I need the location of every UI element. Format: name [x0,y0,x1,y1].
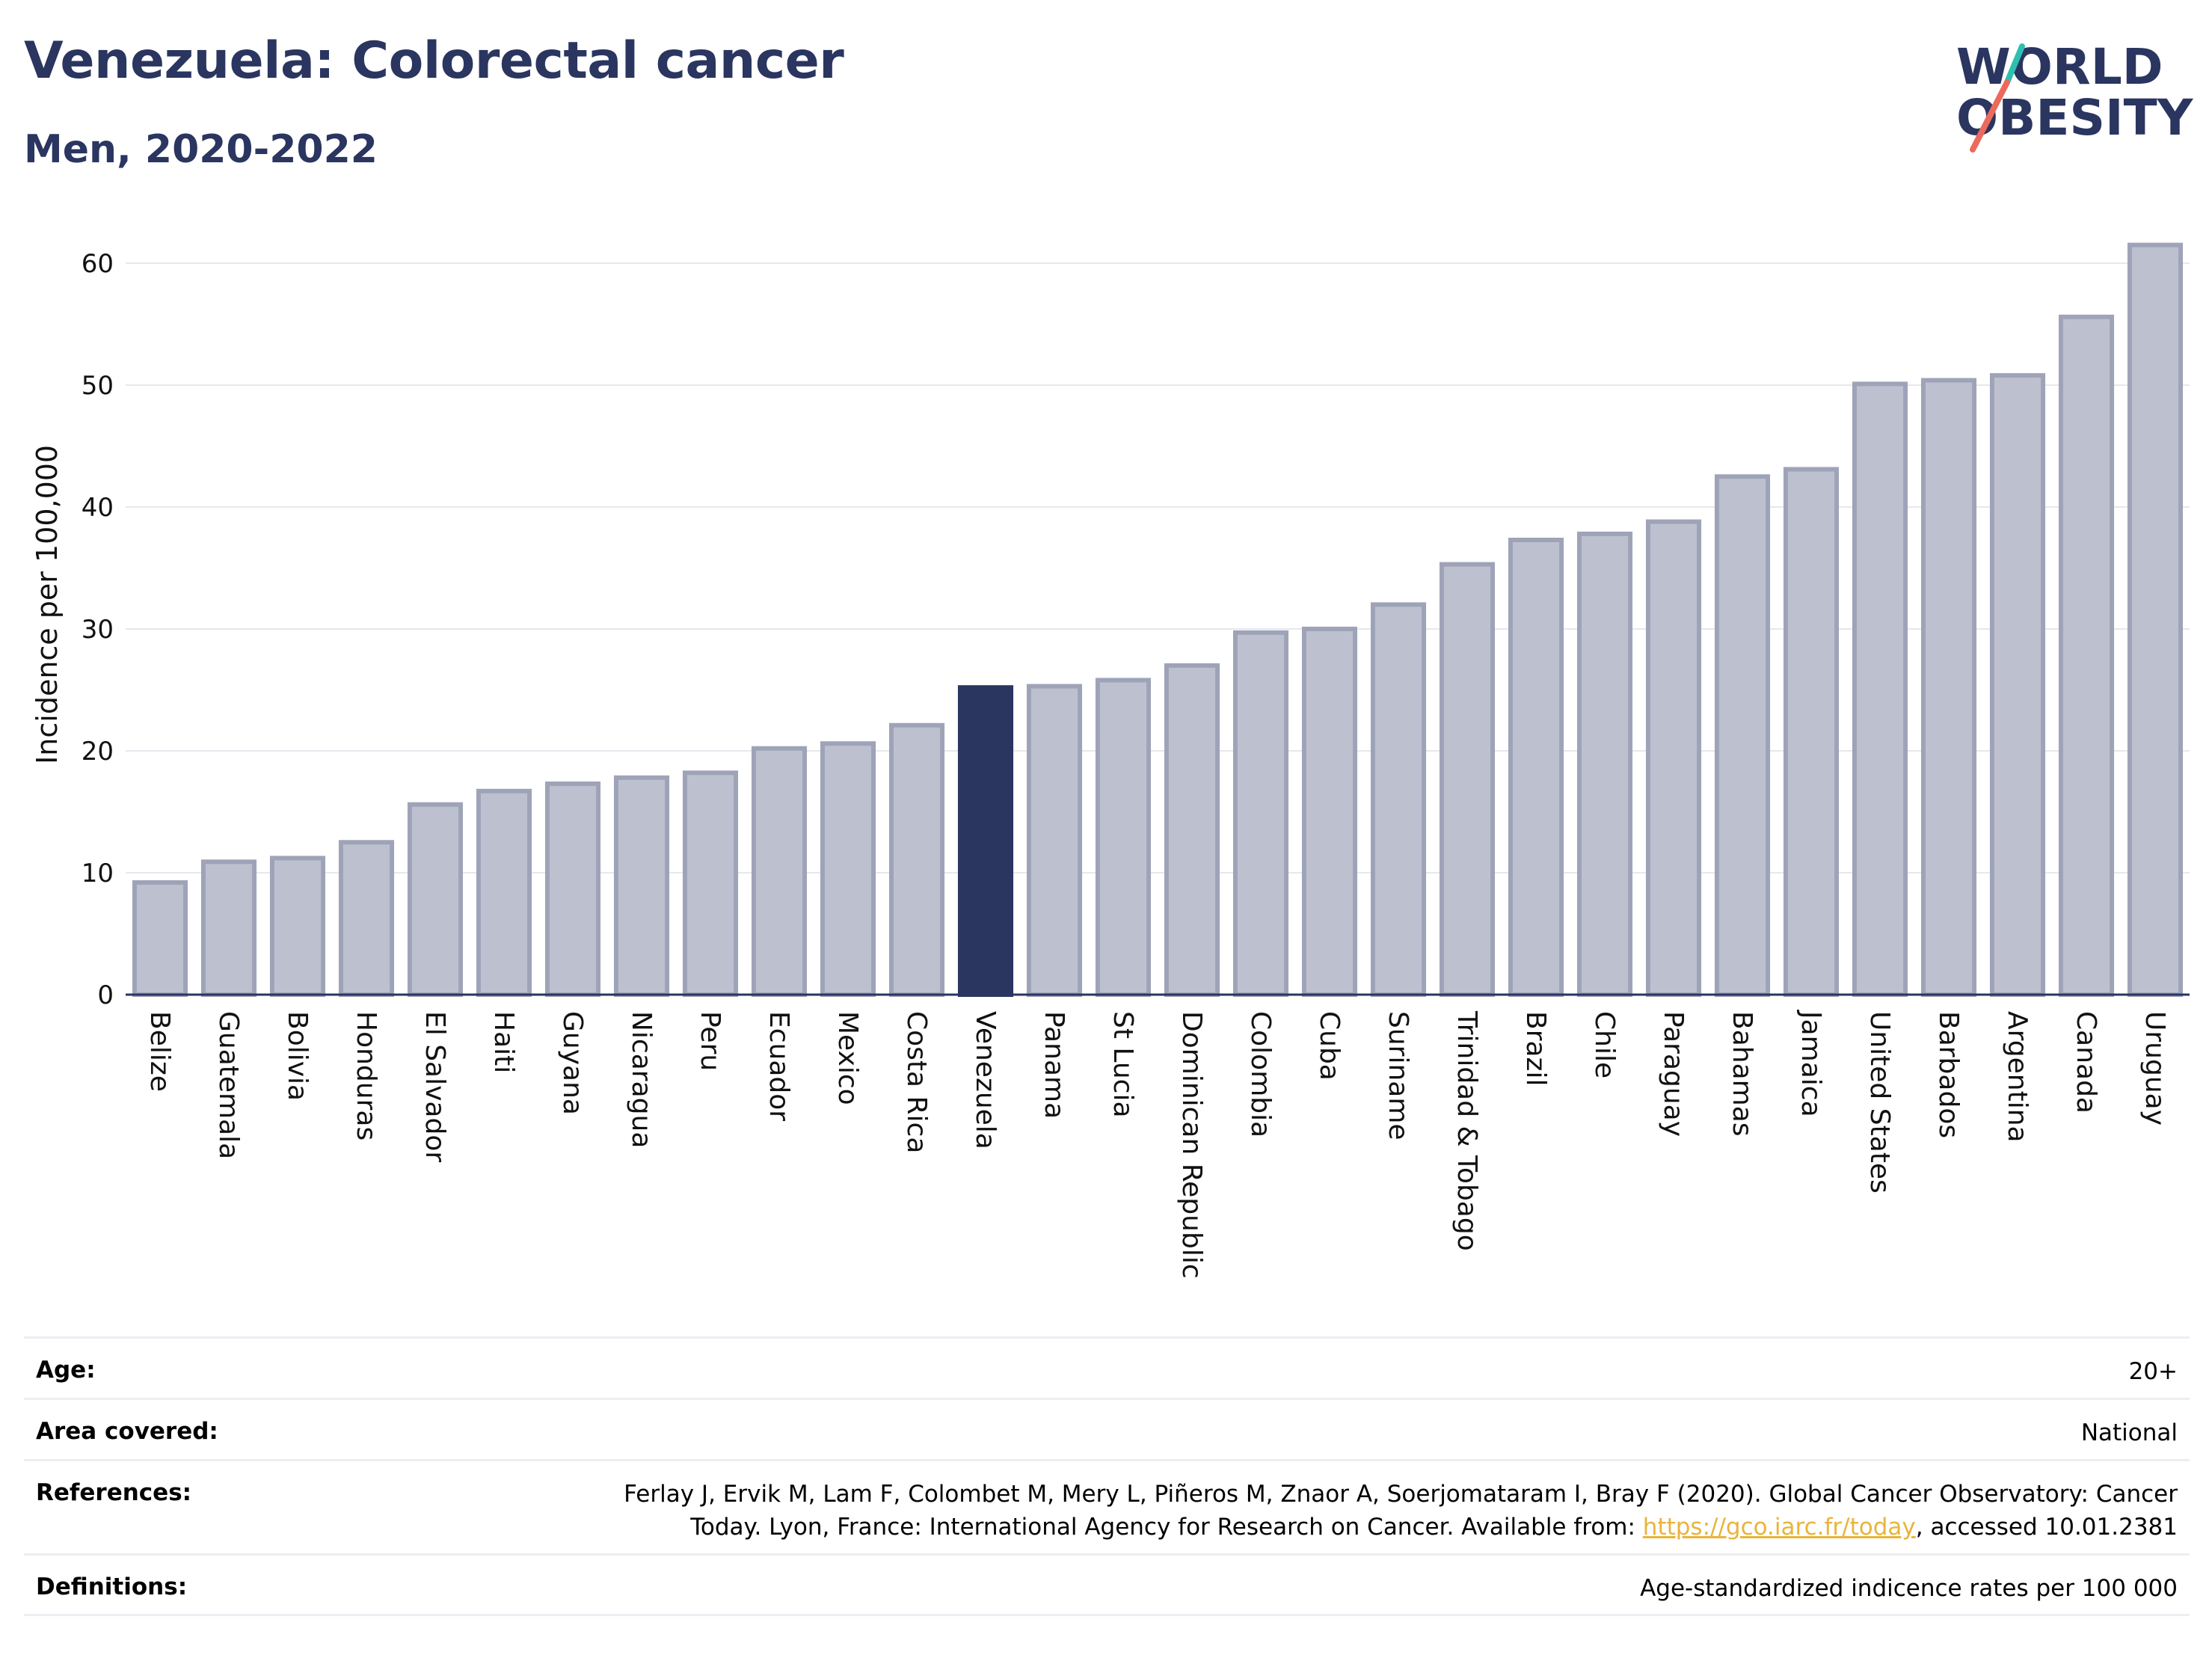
x-tick-label: Jamaica [1795,1010,1826,1117]
bar [407,802,464,997]
x-tick-label: Cuba [1314,1011,1345,1081]
y-tick-label: 30 [82,615,114,645]
logo-slash-top [2004,43,2025,85]
x-tick-label: Peru [695,1011,725,1071]
bar [476,788,532,998]
x-tick-label: Nicaragua [626,1011,657,1148]
x-tick-label: United States [1864,1011,1895,1194]
info-row-age: Age: 20+ [24,1336,2190,1398]
bar-highlight [957,685,1014,997]
info-table: Age: 20+ Area covered: National Referenc… [24,1336,2190,1616]
age-value: 20+ [2128,1358,2178,1385]
references-value: Ferlay J, Ervik M, Lam F, Colombet M, Me… [624,1478,2178,1544]
references-line-2-prefix: Today. Lyon, France: International Agenc… [690,1514,1643,1541]
bar [1714,474,1771,997]
logo-line-1: WORLD [1956,38,2163,96]
bar [269,856,326,997]
y-tick-label: 0 [97,980,114,1010]
bar [751,746,808,997]
y-tick-label: 10 [82,859,114,888]
bar [200,859,257,997]
bar [1026,684,1083,997]
logo-slash-bottom [1970,79,2010,153]
area-label: Area covered: [36,1418,218,1445]
bar [2127,242,2184,997]
x-tick-label: Belize [144,1011,175,1092]
world-obesity-logo: WORLD OBESITY [1956,38,2194,153]
x-tick-label: Haiti [488,1011,519,1073]
x-tick-label: Canada [2071,1011,2101,1114]
bar [1989,372,2046,997]
y-tick-label: 50 [82,371,114,401]
x-tick-label: Suriname [1383,1011,1413,1140]
x-tick-label: St Lucia [1107,1011,1138,1118]
x-tick-label: Ecuador [764,1011,794,1121]
references-link[interactable]: https://gco.iarc.fr/today [1642,1514,1916,1541]
bar [1439,562,1496,997]
bar [1095,678,1152,998]
x-tick-label: Uruguay [2139,1011,2170,1126]
chart-subtitle: Men, 2020-2022 [24,127,378,172]
bar [1301,627,1358,997]
x-tick-label: Costa Rica [901,1011,932,1153]
references-line-1: Ferlay J, Ervik M, Lam F, Colombet M, Me… [624,1481,2178,1508]
bar [820,741,876,997]
bar [1370,602,1427,997]
bar [338,840,395,997]
y-tick-label: 40 [82,493,114,523]
bar [1920,378,1977,998]
x-tick-label: Mexico [832,1011,863,1105]
x-tick-label: Honduras [351,1011,381,1140]
x-tick-label: Guyana [557,1011,588,1115]
bar [1508,538,1564,997]
bar [1164,663,1220,998]
x-tick-label: Bahamas [1727,1011,1757,1137]
x-tick-label: Brazil [1520,1011,1551,1086]
bar [1645,519,1702,997]
bar [132,880,188,998]
x-tick-label: Panama [1039,1011,1069,1119]
bar [1783,467,1840,997]
x-tick-label: Chile [1589,1011,1620,1078]
info-row-definitions: Definitions: Age-standardized indicence … [24,1553,2190,1616]
x-tick-label: Venezuela [970,1011,1001,1149]
x-tick-label: El Salvador [420,1011,450,1162]
y-tick-label: 60 [82,249,114,279]
definitions-label: Definitions: [36,1573,188,1600]
bar [613,775,670,997]
definitions-value: Age-standardized indicence rates per 100… [1640,1575,2178,1602]
bar [1232,630,1289,997]
bar [1576,531,1633,997]
y-tick-label: 20 [82,737,114,767]
x-tick-label: Barbados [1933,1011,1964,1138]
age-label: Age: [36,1357,96,1384]
x-tick-label: Guatemala [213,1011,244,1159]
y-axis-label: Incidence per 100,000 [31,445,64,764]
area-value: National [2080,1419,2178,1446]
x-tick-label: Bolivia [282,1011,313,1101]
bar [2058,314,2115,998]
bar [682,770,739,997]
bar [888,722,945,998]
x-tick-label: Dominican Republic [1176,1011,1207,1279]
references-label: References: [36,1479,192,1506]
bar [544,782,601,997]
x-tick-label: Trinidad & Tobago [1451,1010,1482,1251]
x-tick-label: Paraguay [1658,1011,1689,1137]
bar-chart: 0 10 20 30 40 50 60 Incidence per 100,000 Belize… [31,242,2190,1279]
chart-title: Venezuela: Colorectal cancer [24,31,844,90]
x-tick-label: Colombia [1245,1011,1276,1137]
x-tick-label: Argentina [2002,1011,2033,1143]
bar [1852,381,1908,997]
info-row-area: Area covered: National [24,1398,2190,1459]
references-line-2-suffix: , accessed 10.01.2381 [1915,1514,2178,1541]
info-row-references: References: Ferlay J, Ervik M, Lam F, Co… [24,1459,2190,1553]
